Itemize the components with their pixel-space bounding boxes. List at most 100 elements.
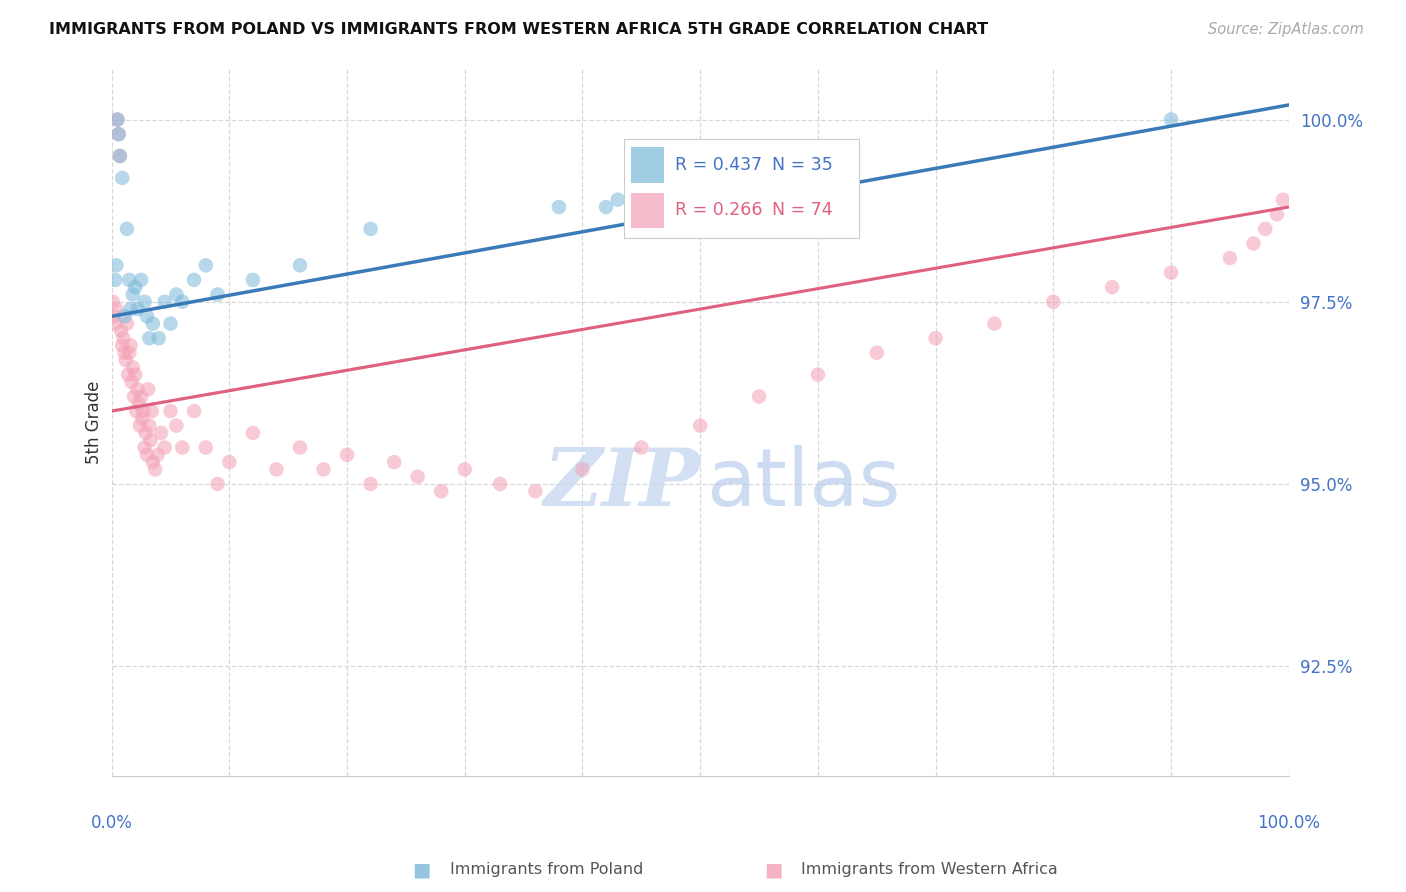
Point: [115, 222, 138, 236]
Point: [104, 317, 127, 331]
Point: [194, 258, 217, 272]
Point: [194, 441, 217, 455]
Point: [131, 411, 153, 425]
Point: [218, 455, 240, 469]
Text: ■: ■: [412, 860, 432, 880]
Text: Immigrants from Western Africa: Immigrants from Western Africa: [801, 863, 1059, 877]
Text: 0.0%: 0.0%: [91, 814, 132, 832]
Point: [153, 441, 176, 455]
Text: Source: ZipAtlas.com: Source: ZipAtlas.com: [1208, 22, 1364, 37]
Point: [288, 258, 311, 272]
Point: [924, 331, 946, 345]
Point: [111, 170, 134, 185]
Point: [1160, 112, 1182, 127]
Point: [103, 310, 125, 324]
Point: [121, 375, 143, 389]
Point: [807, 368, 830, 382]
Point: [148, 331, 170, 345]
Point: [121, 360, 143, 375]
Text: Immigrants from Poland: Immigrants from Poland: [450, 863, 644, 877]
Point: [142, 455, 165, 469]
Point: [101, 294, 124, 309]
Point: [1160, 266, 1182, 280]
Point: [336, 448, 359, 462]
Point: [117, 368, 139, 382]
Text: ■: ■: [763, 860, 783, 880]
Point: [128, 418, 150, 433]
Point: [172, 441, 194, 455]
Point: [138, 418, 160, 433]
Point: [489, 477, 512, 491]
Point: [138, 331, 160, 345]
Point: [454, 462, 477, 476]
Point: [134, 441, 156, 455]
Point: [114, 310, 136, 324]
Point: [122, 390, 145, 404]
Point: [1042, 294, 1064, 309]
Point: [139, 434, 162, 448]
Point: [207, 287, 229, 301]
Point: [1243, 236, 1265, 251]
Point: [571, 462, 593, 476]
Point: [141, 404, 163, 418]
Point: [114, 345, 136, 359]
Point: [118, 345, 141, 359]
Point: [159, 317, 181, 331]
Point: [689, 418, 711, 433]
Point: [143, 462, 166, 476]
Point: [1271, 193, 1294, 207]
Point: [105, 301, 128, 316]
Point: [136, 448, 159, 462]
Point: [142, 317, 165, 331]
Point: [406, 469, 429, 483]
Point: [128, 397, 150, 411]
Point: [153, 294, 176, 309]
Point: [107, 112, 129, 127]
Point: [159, 404, 181, 418]
Point: [146, 448, 169, 462]
Point: [124, 368, 146, 382]
Point: [183, 404, 205, 418]
Point: [108, 149, 131, 163]
Point: [136, 310, 159, 324]
Point: [382, 455, 405, 469]
Point: [360, 222, 382, 236]
Point: [111, 338, 134, 352]
Point: [207, 477, 229, 491]
Text: 100.0%: 100.0%: [1257, 814, 1320, 832]
Point: [165, 418, 187, 433]
Point: [183, 273, 205, 287]
Point: [1265, 207, 1288, 221]
Point: [107, 112, 129, 127]
Point: [242, 425, 264, 440]
Point: [242, 273, 264, 287]
Point: [748, 390, 770, 404]
Point: [1254, 222, 1277, 236]
Point: [172, 294, 194, 309]
Point: [983, 317, 1005, 331]
Text: atlas: atlas: [706, 445, 900, 523]
Point: [266, 462, 288, 476]
Point: [630, 186, 652, 200]
Point: [127, 301, 149, 316]
Point: [110, 324, 132, 338]
Point: [121, 287, 143, 301]
Text: ZIP: ZIP: [543, 445, 700, 523]
Point: [112, 331, 135, 345]
Point: [118, 273, 141, 287]
Point: [132, 404, 155, 418]
Point: [360, 477, 382, 491]
Point: [430, 484, 453, 499]
Point: [165, 287, 187, 301]
Point: [125, 404, 148, 418]
Point: [134, 294, 156, 309]
Point: [136, 382, 159, 396]
Point: [127, 382, 149, 396]
Point: [120, 338, 142, 352]
Point: [129, 273, 152, 287]
Point: [135, 425, 157, 440]
Point: [115, 317, 138, 331]
Point: [108, 149, 131, 163]
Point: [665, 186, 688, 200]
Point: [104, 273, 127, 287]
